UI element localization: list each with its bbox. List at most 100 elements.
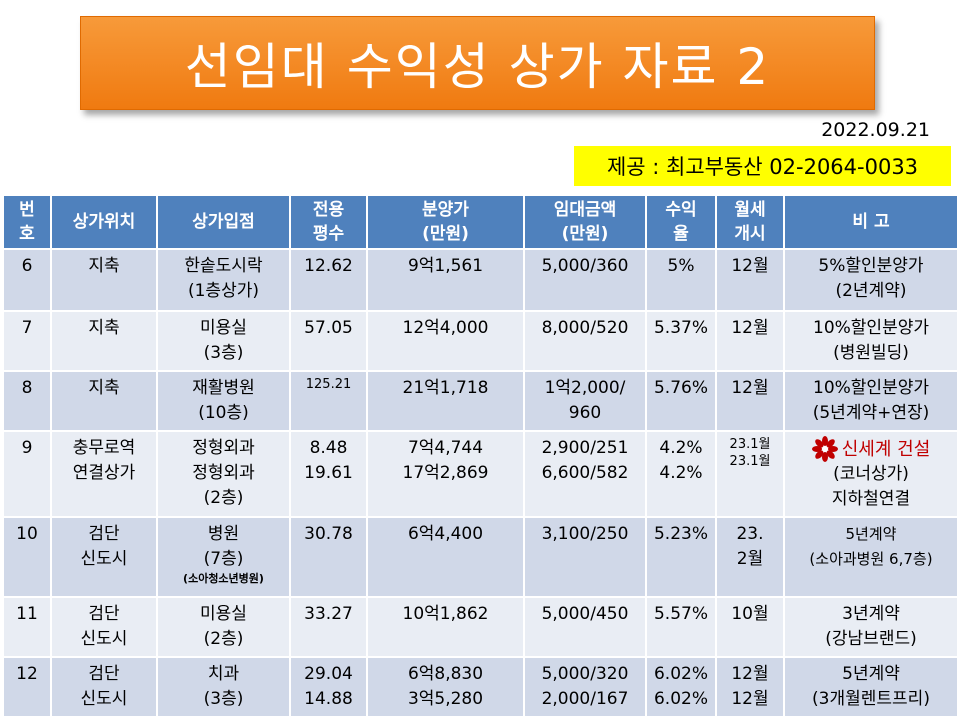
cell-location: 검단 신도시 (50, 516, 158, 598)
cell-text: 2월 (736, 549, 764, 569)
cell-no: 7 (2, 310, 52, 372)
table-row: 10 검단 신도시 병원 (7층) (소아청소년병원) 30.78 6억4,400 3,100/… (2, 516, 959, 598)
table-row: 7 지축 미용실 (3층) 57.05 12억4,000 8,000/520 5.37% 12월… (2, 310, 959, 372)
cell-price: 6억4,400 (366, 516, 525, 598)
cell-text: 재활병원 (192, 378, 255, 398)
cell-start: 12월 (715, 370, 785, 432)
cell-text: 7 (21, 318, 33, 338)
cell-text: 9 (21, 438, 33, 458)
header-col-start: 월세 개시 (715, 194, 785, 250)
cell-text: 미용실 (200, 604, 247, 624)
header-col-area: 전용 평수 (289, 194, 368, 250)
cell-text: 17억2,869 (402, 463, 489, 483)
cell-text: 5% (667, 256, 695, 276)
cell-text: 10%할인분양가 (813, 318, 929, 338)
cell-text: 5,000/360 (541, 256, 629, 276)
cell-text: 4.2% (659, 463, 703, 483)
cell-text: (5년계약+연장) (812, 403, 930, 423)
cell-rent: 2,900/251 6,600/582 (523, 430, 647, 518)
cell-text: 5,000/450 (541, 604, 629, 624)
cell-text: 12월 (731, 256, 769, 276)
cell-price: 9억1,561 (366, 248, 525, 312)
table-row: 11 검단 신도시 미용실 (2층) 33.27 10억1,862 5,000/450 5.57… (2, 596, 959, 658)
header-text: 분양가 (422, 200, 469, 220)
cell-note: 5년계약 (3개월렌트프리) (783, 656, 959, 718)
cell-text: (3개월렌트프리) (812, 689, 930, 709)
header-text: 상가위치 (72, 212, 136, 232)
cell-note: 신세계 건설 (코너상가) 지하철연결 (783, 430, 959, 518)
header-text: 번 (19, 200, 35, 220)
cell-store: 병원 (7층) (소아청소년병원) (156, 516, 291, 598)
cell-text: 3년계약 (842, 604, 900, 624)
cell-text: 12월 (731, 664, 769, 684)
cell-text: (2층) (203, 629, 244, 649)
page-title: 선임대 수익성 상가 자료 2 (80, 16, 875, 110)
listing-table: 번 호 상가위치 상가입점 전용 평수 분양가 (만원) 임대금액 (만원) 수익 율 월세 개시 비 고 … (2, 194, 959, 718)
cell-rent: 5,000/360 (523, 248, 647, 312)
cell-text: 6억8,830 (407, 664, 484, 684)
cell-location: 지축 (50, 248, 158, 312)
header-text: 호 (19, 224, 35, 244)
cell-rent: 8,000/520 (523, 310, 647, 372)
cell-text: 30.78 (304, 524, 353, 544)
cell-store: 미용실 (2층) (156, 596, 291, 658)
table-row: 12 검단 신도시 치과 (3층) 29.04 14.88 6억8,830 3억5,280 5,0… (2, 656, 959, 718)
cell-text: 5년계약 (842, 664, 900, 684)
cell-start: 23.1월 23.1월 (715, 430, 785, 518)
cell-store: 치과 (3층) (156, 656, 291, 718)
cell-text: (3층) (203, 689, 244, 709)
cell-text: 19.61 (304, 463, 353, 483)
cell-rent: 5,000/450 (523, 596, 647, 658)
cell-area: 8.48 19.61 (289, 430, 368, 518)
cell-area: 125.21 (289, 370, 368, 432)
cell-text: 지축 (88, 318, 120, 338)
cell-text: 4.2% (659, 438, 703, 458)
table-row: 9 충무로역 연결상가 정형외과 정형외과 (2층) 8.48 19.61 7억4,744 17억… (2, 430, 959, 518)
cell-rent: 1억2,000/960 (523, 370, 647, 432)
cell-text: 7억4,744 (407, 438, 484, 458)
cell-note: 5년계약 (소아과병원 6,7층) (783, 516, 959, 598)
cell-text: 1억2,000/ (544, 378, 626, 398)
provider-banner: 제공 : 최고부동산 02-2064-0033 (574, 146, 951, 186)
cell-start: 12월 12월 (715, 656, 785, 718)
cell-text: 23.1월 (729, 454, 771, 469)
cell-area: 57.05 (289, 310, 368, 372)
cell-note: 10%할인분양가 (병원빌딩) (783, 310, 959, 372)
cell-yield: 5.37% (645, 310, 717, 372)
cell-text: 8,000/520 (541, 318, 629, 338)
header-text: 율 (673, 224, 689, 244)
cell-text: 5.57% (653, 604, 708, 624)
table-row: 6 지축 한솥도시락 (1층상가) 12.62 9억1,561 5,000/360 5% 12월… (2, 248, 959, 312)
cell-text: 10 (16, 524, 38, 544)
cell-location: 지축 (50, 310, 158, 372)
cell-text: (소아과병원 6,7층) (809, 550, 933, 568)
cell-text: 33.27 (304, 604, 353, 624)
cell-text: 6.02% (653, 689, 708, 709)
cell-no: 9 (2, 430, 52, 518)
cell-text: 6억4,400 (407, 524, 484, 544)
cell-text: 21억1,718 (402, 378, 489, 398)
cell-text: 5년계약 (845, 525, 897, 543)
cell-text: 960 (568, 403, 602, 423)
cell-text: (3층) (203, 343, 244, 363)
cell-text: 8 (21, 378, 33, 398)
shinsegae-logo: 신세계 건설 (787, 436, 955, 462)
cell-text: 검단 (88, 604, 120, 624)
cell-text: 12월 (731, 689, 769, 709)
cell-text: 2,000/167 (541, 689, 629, 709)
cell-no: 6 (2, 248, 52, 312)
cell-area: 33.27 (289, 596, 368, 658)
cell-note: 5%할인분양가 (2년계약) (783, 248, 959, 312)
cell-text: 검단 (88, 524, 120, 544)
cell-text: 충무로역 (72, 438, 136, 458)
cell-yield: 6.02% 6.02% (645, 656, 717, 718)
cell-note: 3년계약 (강남브랜드) (783, 596, 959, 658)
cell-text: 신도시 (80, 689, 128, 709)
cell-start: 12월 (715, 310, 785, 372)
cell-text: 6,600/582 (541, 463, 629, 483)
cell-text: 검단 (88, 664, 120, 684)
cell-store: 한솥도시락 (1층상가) (156, 248, 291, 312)
cell-text: 5.37% (653, 318, 708, 338)
cell-store: 정형외과 정형외과 (2층) (156, 430, 291, 518)
